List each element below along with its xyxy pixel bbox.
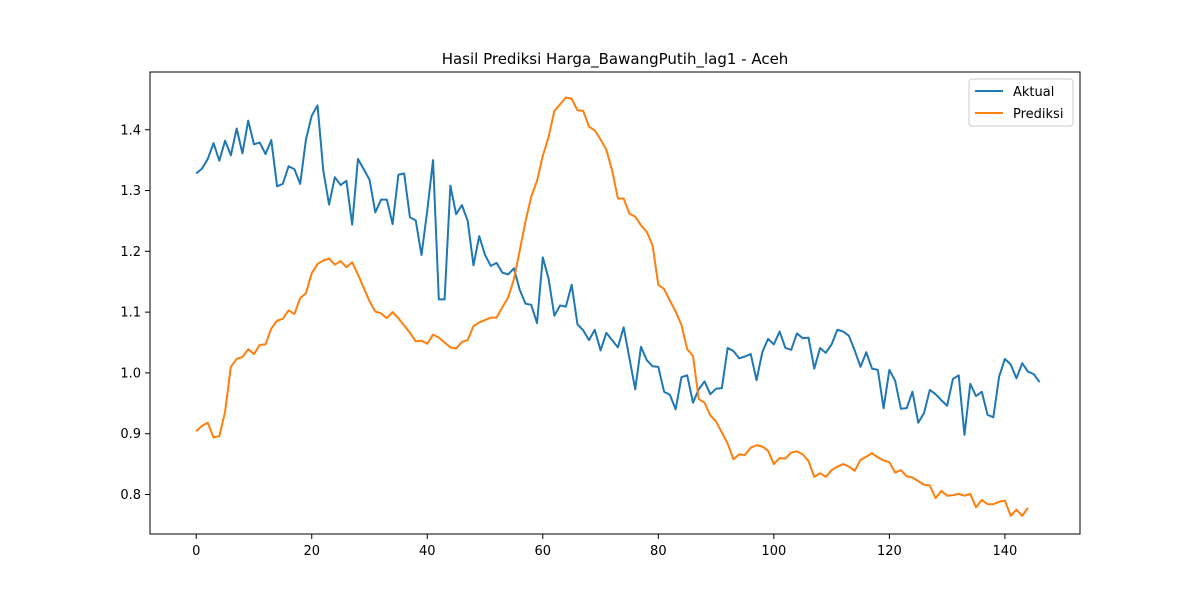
series-layer [195, 96, 1041, 517]
y-tick-label: 0.9 [120, 427, 141, 442]
legend: Aktual Prediksi [968, 78, 1074, 127]
x-tick-label: 140 [992, 544, 1017, 559]
y-tick-label: 1.1 [120, 306, 141, 321]
x-tick-label: 40 [419, 544, 436, 559]
x-tick-label: 60 [535, 544, 552, 559]
series-line-aktual [195, 104, 1041, 436]
x-tick-label: 120 [877, 544, 902, 559]
y-tick-label: 1.3 [120, 184, 141, 199]
x-tick-label: 0 [192, 544, 200, 559]
x-tick-label: 80 [650, 544, 667, 559]
y-tick-label: 1.0 [120, 366, 141, 381]
y-tick-label: 0.8 [120, 488, 141, 503]
chart-title: Hasil Prediksi Harga_BawangPutih_lag1 - … [442, 50, 789, 69]
x-tick-label: 20 [303, 544, 320, 559]
x-tick-label: 100 [761, 544, 786, 559]
axes: 0 20 40 60 80 100 120 140 0.8 0.9 1.0 1.1 1.2 1.3 1.4 [120, 71, 1081, 559]
y-tick-label: 1.4 [120, 123, 141, 138]
y-tick-label: 1.2 [120, 245, 141, 260]
legend-label-prediksi: Prediksi [1013, 107, 1063, 122]
legend-label-aktual: Aktual [1013, 85, 1054, 100]
plot-frame [149, 71, 1081, 535]
series-line-prediksi [195, 96, 1029, 517]
